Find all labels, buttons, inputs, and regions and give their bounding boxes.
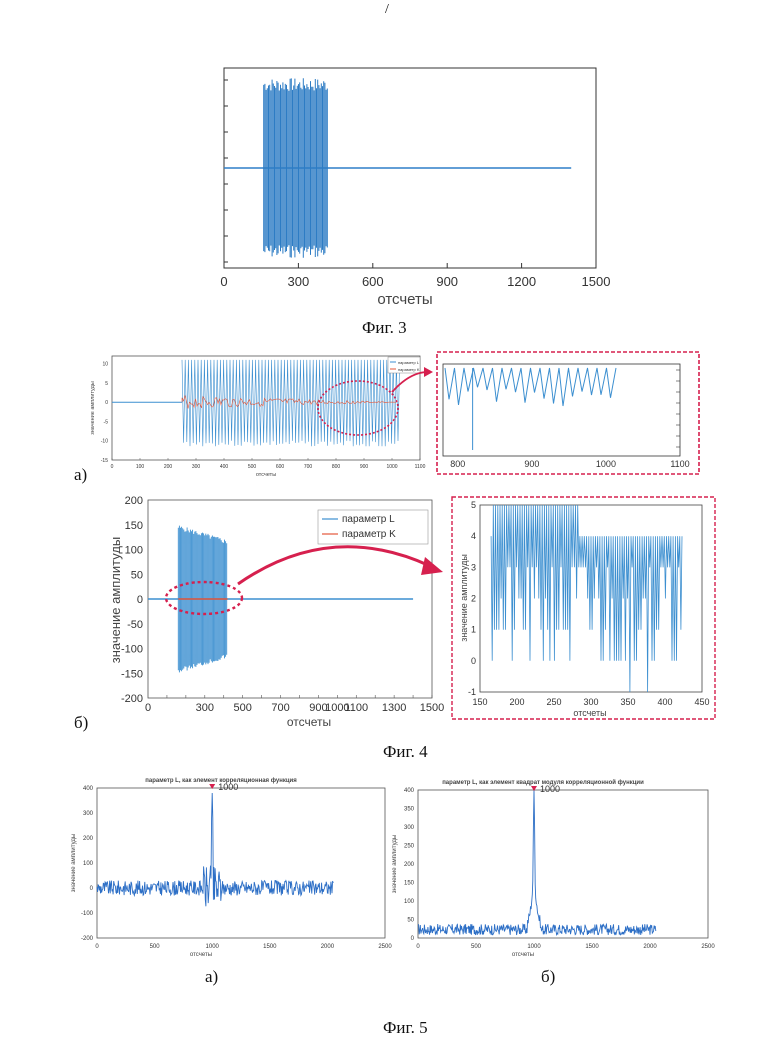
fig5b-y-tick-label: 400 [404, 788, 415, 794]
fig5b-sub-label: б) [541, 967, 555, 987]
fig5b-x-axis-label: отсчеты [512, 952, 534, 958]
fig5b-y-tick-label: 0 [411, 936, 415, 942]
fig5a-sub-label: а) [205, 967, 218, 987]
fig5b-y-tick-label: 200 [404, 862, 415, 868]
fig5b-x-tick-label: 2000 [643, 944, 657, 950]
fig5b-x-tick-label: 1000 [527, 944, 541, 950]
fig5b-y-tick-label: 300 [404, 825, 415, 831]
fig5-caption: Фиг. 5 [383, 1018, 428, 1038]
fig5b-y-tick-label: 350 [404, 807, 415, 813]
fig5b-x-tick-label: 1500 [585, 944, 599, 950]
fig5b-chart: 4003503002502001501005000500100015002000… [0, 0, 780, 970]
fig5b-x-tick-label: 0 [416, 944, 420, 950]
fig5b-y-tick-label: 100 [404, 899, 415, 905]
fig5b-x-tick-label: 2500 [701, 944, 715, 950]
fig5b-plot-frame [418, 790, 708, 938]
fig5b-y-axis-label: значение амплитуды [392, 835, 398, 893]
fig5b-peak-label: 1000 [540, 784, 560, 794]
fig5b-y-tick-label: 150 [404, 881, 415, 887]
fig5b-y-tick-label: 50 [407, 918, 414, 924]
fig5b-y-tick-label: 250 [404, 844, 415, 850]
fig5b-x-tick-label: 500 [471, 944, 482, 950]
